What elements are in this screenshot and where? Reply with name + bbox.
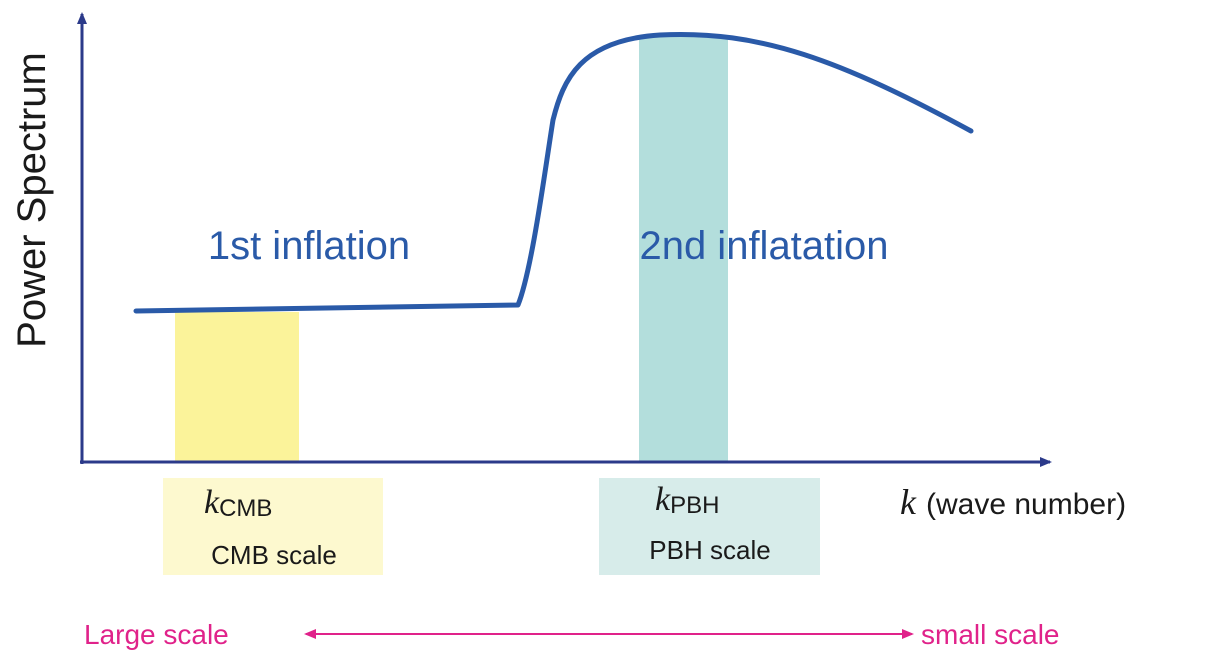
cmb-band [175, 312, 299, 462]
second-inflation-label: 2nd inflatation [639, 224, 888, 268]
large-scale-label: Large scale [84, 619, 229, 650]
pbh-band [639, 35, 728, 462]
first-inflation-label: 1st inflation [208, 224, 410, 268]
k-cmb-label: kCMB [204, 484, 272, 522]
k-pbh-label: kPBH [655, 481, 719, 519]
power-spectrum-curve [133, 32, 974, 314]
pbh-label-box [599, 478, 820, 575]
x-axis-label: k (wave number) [900, 482, 1126, 522]
cmb-label-box [163, 478, 383, 575]
cmb-scale-caption: CMB scale [211, 540, 337, 570]
pbh-scale-caption: PBH scale [649, 535, 770, 565]
small-scale-label: small scale [921, 619, 1059, 650]
y-axis-label: Power Spectrum [10, 52, 54, 348]
